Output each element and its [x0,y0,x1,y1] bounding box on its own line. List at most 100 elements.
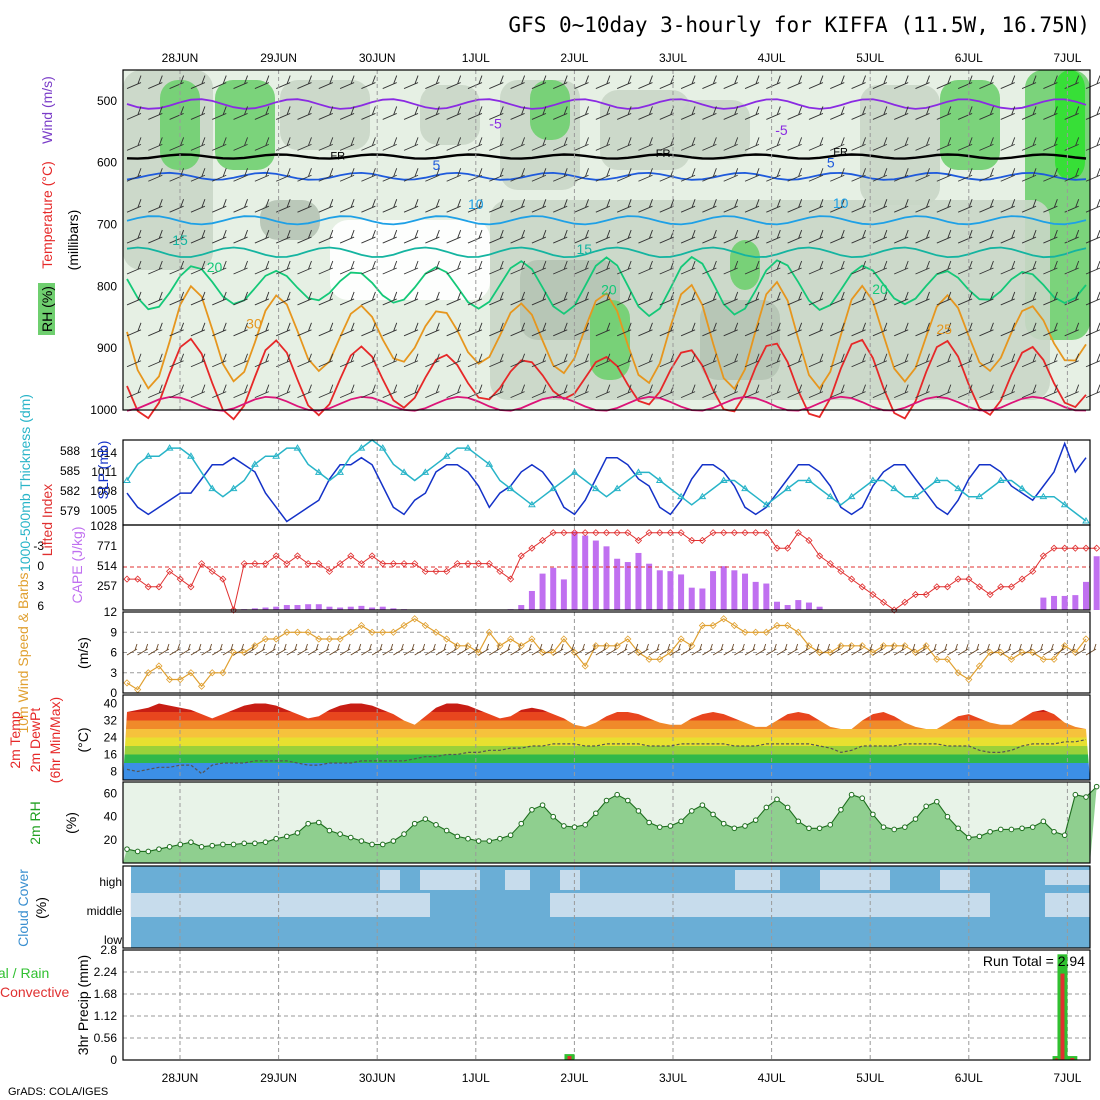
cape-frame [122,524,1091,611]
wind-barb [297,199,312,213]
isotherm-label: 10 [468,196,484,212]
wind-barb [787,291,803,306]
wind-barb [297,291,312,306]
date-label-top: 5JUL [856,51,884,65]
wind-barb [659,353,675,368]
wind-barb [616,322,632,337]
cape-bar [347,606,354,610]
rh-marker [1083,794,1089,800]
wind-barb [553,106,568,120]
wind-barb [744,260,760,275]
wind-barb [361,168,376,182]
precip-total-bar [1067,1056,1078,1060]
wind-barb [361,199,376,213]
wind-barb [190,199,206,213]
li-marker [837,567,845,575]
wind-barb [1021,75,1037,89]
wind-barb [638,260,653,275]
wind-barb [254,199,270,213]
wind-barb [339,75,355,89]
wind-speed-marker [475,648,483,657]
wind-barb [339,137,355,151]
wind-barb [723,291,739,306]
wind-barb [957,168,973,182]
wind-barb [1000,260,1016,275]
rh-marker [252,840,258,847]
isotherm-line [126,98,1087,110]
li-marker [1029,567,1037,575]
thickness-marker [1060,500,1069,508]
lifted-index-line [127,531,1097,612]
wind-barb [467,384,483,399]
wind-speed-marker [698,621,706,630]
rh-marker [401,831,407,837]
wind-barb [339,291,355,306]
isotherm-line [126,246,1087,259]
rh-marker [1072,791,1079,798]
minmax-axis-label: (6hr Min/Max) [47,697,63,783]
cape-bar [571,531,578,610]
wind-speed-marker [1082,635,1090,643]
wind-barb [936,353,952,368]
rh-marker [337,831,343,837]
wind-barb [254,106,270,120]
wind-barb [808,199,824,213]
date-label-bottom: 5JUL [856,1071,884,1085]
wind-barb [595,384,611,399]
rh-marker [411,820,418,827]
rh-legend-swatch [38,283,55,335]
date-label-bottom: 7JUL [1053,1071,1081,1085]
thickness-marker [1018,484,1026,492]
rh-marker [880,824,887,830]
li-marker [965,575,973,583]
wind-barb [212,168,227,182]
wind-barb [403,322,419,337]
thickness-marker [975,492,984,500]
wind-barb [126,229,142,244]
wind-barb [744,199,760,213]
wind-barb [851,199,866,213]
rh-marker [326,827,333,834]
pressure-axis-label: (millibars) [65,210,81,271]
thickness-marker [208,484,217,492]
wind-barb [126,199,142,213]
cape-tick-label: 771 [97,539,117,553]
li-marker [922,590,930,599]
series-line-thickness [126,439,1087,522]
wind-barb [616,75,632,89]
li-marker [613,529,621,537]
isotherm-label: 20 [872,281,888,297]
rh-marker [571,824,578,830]
wind-speed-marker [539,648,547,657]
thickness-marker [336,468,344,475]
wind-barb [489,384,504,399]
rh-marker [550,813,557,820]
wind-barb [766,229,781,244]
wind-barb [148,322,163,337]
thickness-marker [229,484,238,492]
li-marker [698,536,706,545]
wind-barb-10m [307,643,319,656]
wind-barb [510,199,526,213]
wind-barb-10m [371,643,383,656]
wind-barb [787,353,803,368]
wind-barb [1043,137,1058,151]
li-marker [805,536,813,545]
thickness-marker [400,468,408,475]
li-marker [858,583,866,591]
wind-barb [723,322,739,337]
wind-barb-10m [1032,643,1044,656]
wind-barb [254,260,270,275]
wind-barb [616,291,632,306]
thickness-marker [762,500,771,508]
date-label-bottom: 4JUL [758,1071,786,1085]
cloud-unit-label: (%) [33,897,49,919]
rh-marker [1008,826,1015,833]
wind-barb [531,137,547,151]
wind-barb-10m [616,643,628,656]
wind-speed-marker [922,642,930,650]
wind-barb [361,291,376,306]
wind-barb [169,229,185,244]
rh-marker [827,822,834,828]
wind-barb [446,199,462,213]
